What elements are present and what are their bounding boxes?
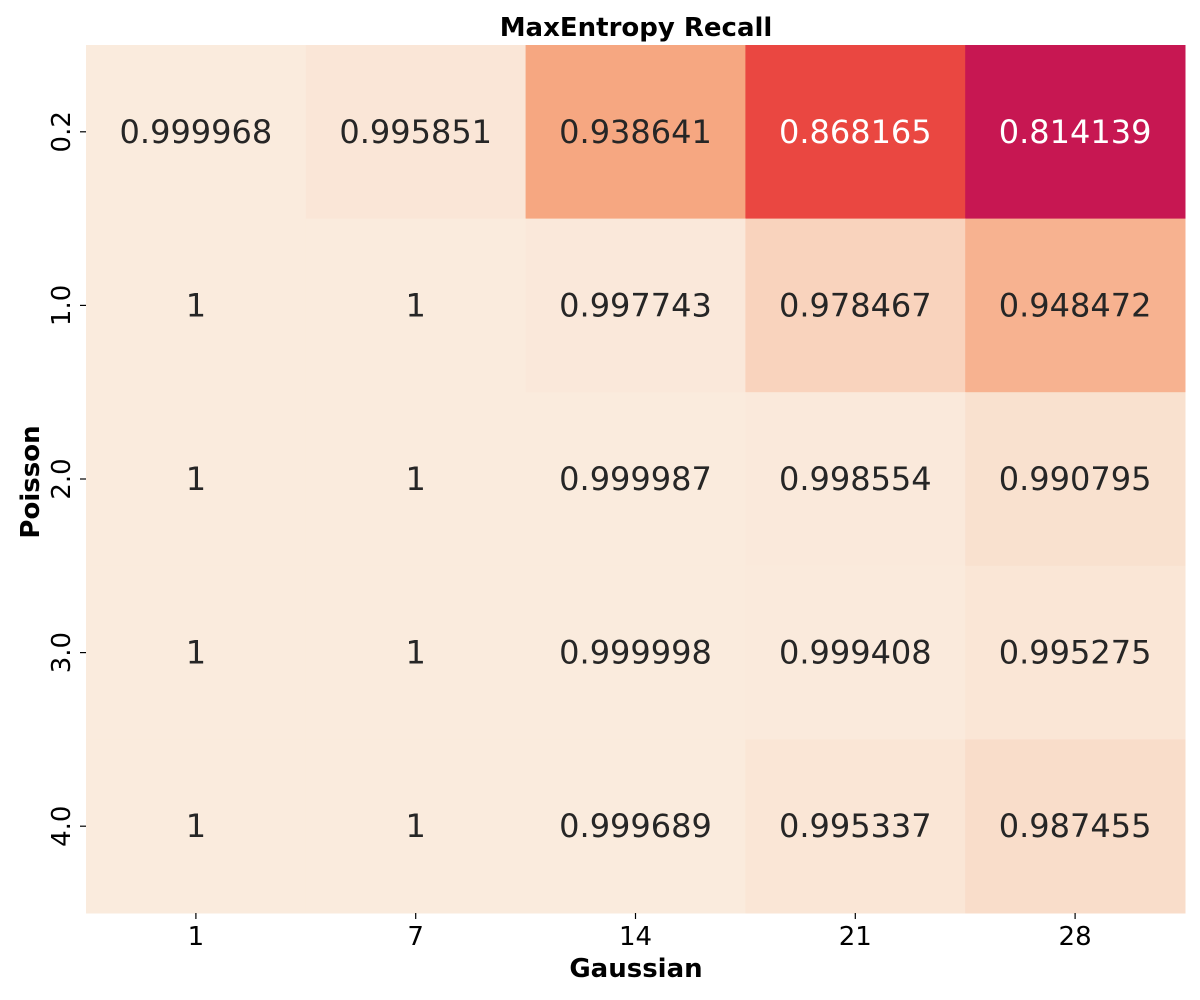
heatmap-cell bbox=[305, 392, 527, 567]
heatmap-cell bbox=[305, 218, 527, 393]
heatmap-cell bbox=[525, 392, 746, 567]
y-tick-label: 0.2 bbox=[47, 111, 77, 152]
heatmap-cell bbox=[965, 218, 1186, 393]
cell-value-label: 0.990795 bbox=[999, 460, 1152, 498]
cell-value-label: 0.868165 bbox=[779, 113, 932, 151]
cell-value-label: 1 bbox=[186, 634, 206, 672]
cell-value-label: 0.995851 bbox=[339, 113, 492, 151]
cell-value-label: 0.814139 bbox=[999, 113, 1152, 151]
y-axis-ticks: 0.2 1.0 2.0 3.0 4.0 bbox=[47, 111, 86, 847]
heatmap-cell bbox=[745, 392, 966, 567]
cell-value-label: 1 bbox=[186, 460, 206, 498]
heatmap-cell bbox=[86, 392, 307, 567]
x-axis-ticks: 1 7 14 21 28 bbox=[188, 913, 1092, 952]
x-tick-label: 1 bbox=[188, 922, 205, 952]
heatmap-cell bbox=[86, 218, 307, 393]
heatmap-cell bbox=[305, 45, 527, 220]
cell-value-label: 1 bbox=[406, 634, 426, 672]
x-axis-label: Gaussian bbox=[569, 954, 702, 984]
cell-value-label: 1 bbox=[406, 807, 426, 845]
y-axis-label: Poisson bbox=[16, 425, 46, 538]
x-tick-label: 28 bbox=[1059, 922, 1092, 952]
heatmap-cell bbox=[525, 739, 746, 914]
heatmap-cell bbox=[86, 739, 307, 914]
cell-value-label: 0.948472 bbox=[999, 286, 1152, 324]
cell-value-label: 0.999998 bbox=[559, 634, 712, 672]
cell-value-label: 0.999968 bbox=[120, 113, 273, 151]
heatmap-cell bbox=[305, 739, 527, 914]
cell-value-label: 0.995337 bbox=[779, 807, 932, 845]
heatmap-cell bbox=[745, 45, 966, 220]
cell-value-label: 0.998554 bbox=[779, 460, 932, 498]
cell-value-label: 0.995275 bbox=[999, 634, 1152, 672]
heatmap-cell bbox=[305, 565, 527, 740]
cell-value-label: 1 bbox=[406, 286, 426, 324]
y-tick-label: 4.0 bbox=[47, 806, 77, 847]
y-tick-label: 3.0 bbox=[47, 632, 77, 673]
x-tick-label: 21 bbox=[839, 922, 872, 952]
cell-value-label: 1 bbox=[186, 286, 206, 324]
cell-value-label: 0.999689 bbox=[559, 807, 712, 845]
heatmap-cell bbox=[525, 45, 746, 220]
heatmap-cell bbox=[965, 739, 1186, 914]
heatmap-cells: 0.999968 0.995851 0.938641 0.868165 0.814139… bbox=[86, 45, 1186, 914]
heatmap-cell bbox=[86, 45, 307, 220]
heatmap-cell bbox=[745, 218, 966, 393]
cell-value-label: 0.999408 bbox=[779, 634, 932, 672]
x-tick-label: 7 bbox=[407, 922, 424, 952]
y-tick-label: 2.0 bbox=[47, 458, 77, 499]
heatmap-cell bbox=[965, 392, 1186, 567]
cell-value-label: 0.978467 bbox=[779, 286, 932, 324]
heatmap-cell bbox=[745, 565, 966, 740]
heatmap-cell bbox=[525, 565, 746, 740]
heatmap-cell bbox=[86, 565, 307, 740]
y-tick-label: 1.0 bbox=[47, 285, 77, 326]
cell-value-label: 0.997743 bbox=[559, 286, 712, 324]
cell-value-label: 0.999987 bbox=[559, 460, 712, 498]
heatmap-cell bbox=[965, 45, 1186, 220]
chart-title: MaxEntropy Recall bbox=[500, 13, 773, 43]
cell-value-label: 1 bbox=[406, 460, 426, 498]
heatmap-cell bbox=[745, 739, 966, 914]
cell-value-label: 0.938641 bbox=[559, 113, 712, 151]
cell-value-label: 1 bbox=[186, 807, 206, 845]
heatmap-cell bbox=[525, 218, 746, 393]
cell-value-label: 0.987455 bbox=[999, 807, 1152, 845]
heatmap-cell bbox=[965, 565, 1186, 740]
x-tick-label: 14 bbox=[619, 922, 652, 952]
